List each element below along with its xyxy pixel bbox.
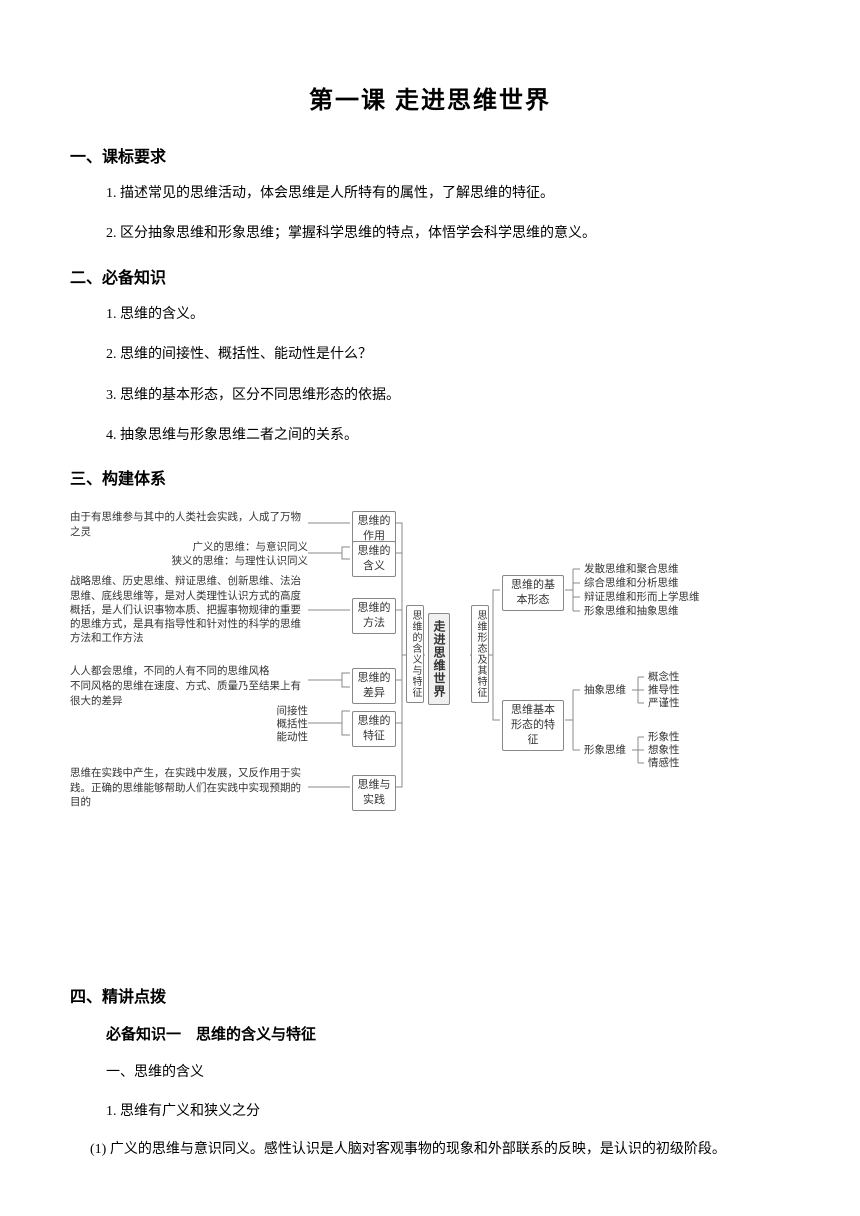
s4-item-2: 1. 思维有广义和狭义之分 (106, 1101, 790, 1123)
left-box-5: 思维与实践 (352, 775, 396, 811)
diagram-left-col-label: 思维的含义与特征 (406, 605, 424, 703)
page-title: 第一课 走进思维世界 (70, 80, 790, 115)
right-box-0: 思维的基本形态 (502, 575, 564, 611)
section-3-head: 三、构建体系 (70, 465, 790, 489)
right-text-0b: 综合思维和分析思维 (584, 577, 679, 591)
left-box-1: 思维的含义 (352, 541, 396, 577)
s2-item-3: 3. 思维的基本形态，区分不同思维形态的依据。 (106, 385, 790, 407)
right-box-1: 思维基本形态的特征 (502, 700, 564, 751)
left-box-3: 思维的差异 (352, 668, 396, 704)
s4-item-3: (1) 广义的思维与意识同义。感性认识是人脑对客观事物的现象和外部联系的反映，是… (90, 1139, 790, 1161)
section-1-head: 一、课标要求 (70, 143, 790, 167)
left-box-4: 思维的特征 (352, 711, 396, 747)
section-4-head: 四、精讲点拨 (70, 983, 790, 1007)
diagram-center-node: 走进思维世界 (428, 613, 450, 705)
s2-item-2: 2. 思维的间接性、概括性、能动性是什么？ (106, 344, 790, 366)
s4-item-1: 一、思维的含义 (106, 1062, 790, 1084)
left-text-3a: 人人都会思维，不同的人有不同的思维风格 (70, 665, 308, 679)
left-text-1a: 广义的思维：与意识同义 (168, 541, 308, 555)
right-text-1b3: 情感性 (648, 757, 680, 771)
concept-diagram: 走进思维世界 思维的含义与特征 思维形态及其特征 思维的作用 思维的含义 思维的… (70, 505, 790, 815)
left-text-2: 战略思维、历史思维、辩证思维、创新思维、法治思维、底线思维等，是对人类理性认识方… (70, 575, 308, 646)
s2-item-1: 1. 思维的含义。 (106, 304, 790, 326)
s1-item-2: 2. 区分抽象思维和形象思维；掌握科学思维的特点，体悟学会科学思维的意义。 (106, 223, 790, 245)
s4-sub-head: 必备知识一 思维的含义与特征 (106, 1023, 790, 1044)
diagram-right-col-label: 思维形态及其特征 (471, 605, 489, 703)
left-text-5: 思维在实践中产生，在实践中发展，又反作用于实践。正确的思维能够帮助人们在实践中实… (70, 767, 308, 810)
left-text-1b: 狭义的思维：与理性认识同义 (150, 555, 308, 569)
right-text-1b-label: 形象思维 (584, 744, 626, 758)
right-text-0a: 发散思维和聚合思维 (584, 563, 679, 577)
s2-item-4: 4. 抽象思维与形象思维二者之间的关系。 (106, 425, 790, 447)
left-box-2: 思维的方法 (352, 598, 396, 634)
right-text-1a-label: 抽象思维 (584, 684, 626, 698)
left-text-0: 由于有思维参与其中的人类社会实践，人成了万物之灵 (70, 511, 308, 539)
section-2-head: 二、必备知识 (70, 264, 790, 288)
right-text-0d: 形象思维和抽象思维 (584, 605, 679, 619)
right-text-0c: 辩证思维和形而上学思维 (584, 591, 700, 605)
left-text-4c: 能动性 (268, 731, 308, 745)
right-text-1a3: 严谨性 (648, 697, 680, 711)
s1-item-1: 1. 描述常见的思维活动，体会思维是人所特有的属性，了解思维的特征。 (106, 183, 790, 205)
